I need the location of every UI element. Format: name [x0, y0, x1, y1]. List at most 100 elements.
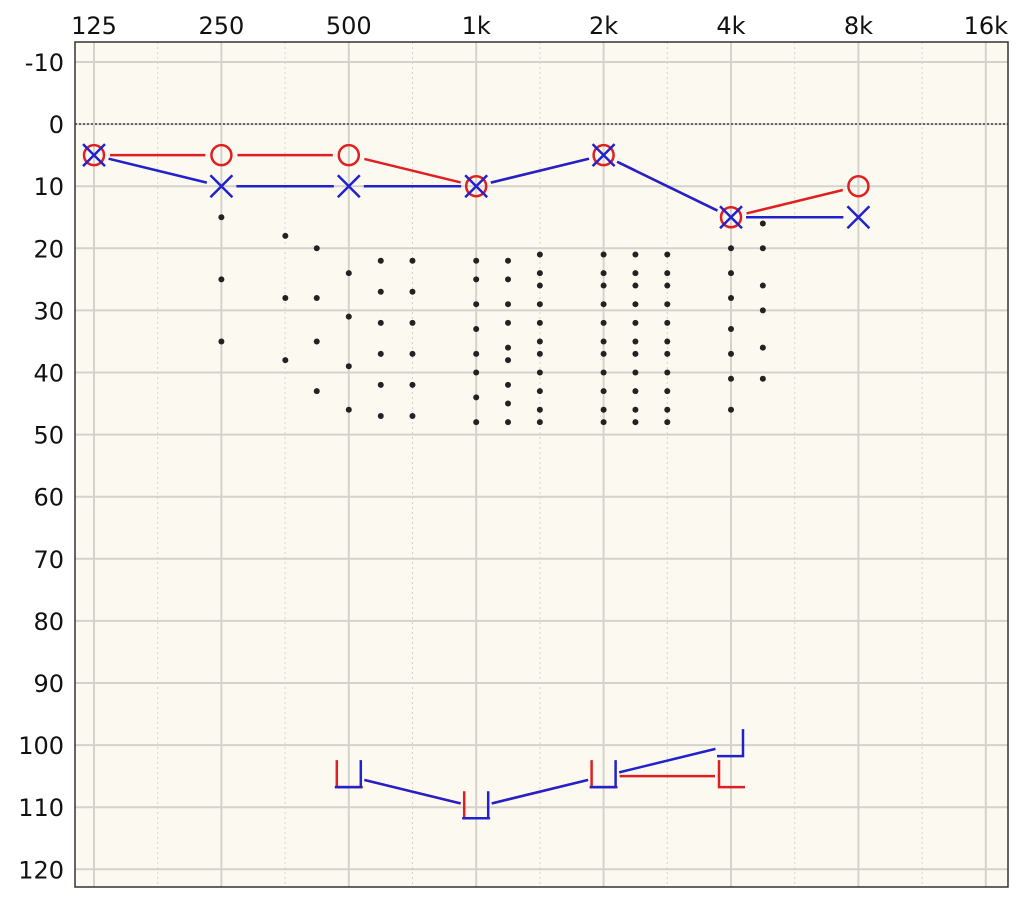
- speech-banana-dot: [473, 257, 480, 264]
- speech-banana-dot: [505, 319, 512, 326]
- speech-banana-dot: [505, 344, 512, 351]
- marker-bracket-blue: [717, 729, 745, 758]
- speech-banana-dot: [632, 406, 639, 413]
- y-tick-label: 80: [33, 608, 64, 636]
- speech-banana-dot: [345, 270, 352, 277]
- y-tick-label: 50: [33, 422, 64, 450]
- speech-banana-dot: [313, 388, 320, 395]
- series-line-bracket-left: [618, 747, 716, 774]
- speech-banana-dot: [759, 245, 766, 252]
- speech-banana-dot: [600, 282, 607, 289]
- speech-banana-dot: [728, 326, 734, 333]
- speech-banana-dot: [759, 282, 766, 289]
- marker-x: [591, 143, 616, 168]
- speech-banana-dot: [632, 251, 639, 258]
- speech-banana-dot: [600, 406, 607, 413]
- speech-banana-dot: [536, 282, 543, 289]
- speech-banana-dot: [473, 276, 480, 283]
- speech-banana-dot: [728, 270, 734, 277]
- speech-banana-dot: [377, 319, 384, 326]
- series-lines: [108, 153, 844, 805]
- speech-banana-dot: [505, 400, 512, 407]
- series-line-x: [108, 157, 208, 184]
- x-tick-label: 16k: [964, 12, 1009, 40]
- marker-circle: [337, 143, 361, 167]
- speech-banana-dot: [632, 319, 639, 326]
- speech-banana-dot: [505, 257, 512, 264]
- marker-bracket-blue: [589, 760, 617, 789]
- speech-banana-dot: [664, 301, 671, 308]
- speech-banana-dot: [664, 419, 671, 426]
- speech-banana-dot: [377, 412, 384, 419]
- speech-banana-dot: [536, 419, 543, 426]
- speech-banana-dot: [313, 245, 320, 252]
- series-line-circle: [364, 157, 461, 184]
- speech-banana-dot: [409, 412, 416, 419]
- speech-banana-dot: [536, 406, 543, 413]
- x-tick-label: 1k: [462, 12, 491, 40]
- speech-banana-dot: [473, 301, 480, 308]
- marker-bracket-red: [717, 760, 745, 789]
- marker-x: [464, 174, 489, 199]
- speech-banana-dot: [664, 406, 671, 413]
- speech-banana-dot: [505, 357, 512, 364]
- y-tick-label: 110: [18, 794, 64, 822]
- marker-circle: [847, 174, 870, 198]
- speech-banana-dot: [632, 301, 639, 308]
- speech-banana-dot: [536, 251, 543, 258]
- speech-banana-dot: [759, 375, 766, 382]
- speech-banana-dot: [409, 288, 416, 295]
- speech-banana-dot: [473, 394, 480, 401]
- speech-banana-dot: [632, 419, 639, 426]
- speech-banana-dot: [600, 388, 607, 395]
- y-axis-ticks: -10 0 10 20 30 40 50 60 70 80 90 100 110 120: [18, 49, 64, 884]
- speech-banana-dot: [632, 270, 639, 277]
- speech-banana-dot: [664, 350, 671, 357]
- y-tick-label: 20: [33, 235, 64, 263]
- speech-banana-dot: [282, 232, 289, 239]
- speech-banana-dot: [664, 338, 671, 345]
- y-tick-label: 100: [18, 732, 64, 760]
- speech-banana-dot: [600, 319, 607, 326]
- speech-banana-dot: [536, 388, 543, 395]
- speech-banana-dot: [345, 313, 352, 320]
- series-line-circle: [746, 188, 844, 215]
- marker-circle: [592, 143, 615, 167]
- plot-border: [74, 41, 1009, 888]
- series-markers: [82, 143, 871, 820]
- speech-banana-dot: [377, 381, 384, 388]
- y-tick-label: 30: [33, 297, 64, 325]
- y-tick-label: 0: [49, 111, 64, 139]
- speech-banana-dot: [536, 301, 543, 308]
- speech-banana-dot: [505, 301, 512, 308]
- speech-banana-dot: [536, 270, 543, 277]
- marker-circle: [82, 143, 106, 167]
- speech-banana-dot: [345, 363, 352, 370]
- speech-banana-dot: [728, 294, 734, 301]
- speech-banana-dot: [505, 419, 512, 426]
- speech-banana-dot: [600, 251, 607, 258]
- speech-banana-dot: [632, 350, 639, 357]
- speech-banana-dot: [409, 319, 416, 326]
- speech-banana-dot: [728, 406, 734, 413]
- x-tick-label: 2k: [589, 12, 618, 40]
- x-tick-label: 500: [326, 12, 372, 40]
- speech-banana-dot: [664, 388, 671, 395]
- marker-x: [209, 174, 234, 199]
- speech-banana-dot: [473, 369, 480, 376]
- plot-background: [75, 42, 1008, 887]
- speech-banana-dot: [632, 388, 639, 395]
- speech-banana-dot: [759, 220, 766, 227]
- speech-banana-dot: [664, 270, 671, 277]
- speech-banana-dot: [505, 381, 512, 388]
- speech-banana-dot: [664, 282, 671, 289]
- marker-x: [336, 174, 361, 199]
- speech-banana-dot: [409, 350, 416, 357]
- speech-banana-dot: [377, 350, 384, 357]
- marker-circle: [464, 174, 488, 198]
- speech-banana-dot: [218, 276, 225, 283]
- marker-x: [82, 143, 106, 168]
- speech-banana-dot: [473, 326, 480, 333]
- speech-banana-dot: [600, 301, 607, 308]
- speech-banana-dot: [759, 344, 766, 351]
